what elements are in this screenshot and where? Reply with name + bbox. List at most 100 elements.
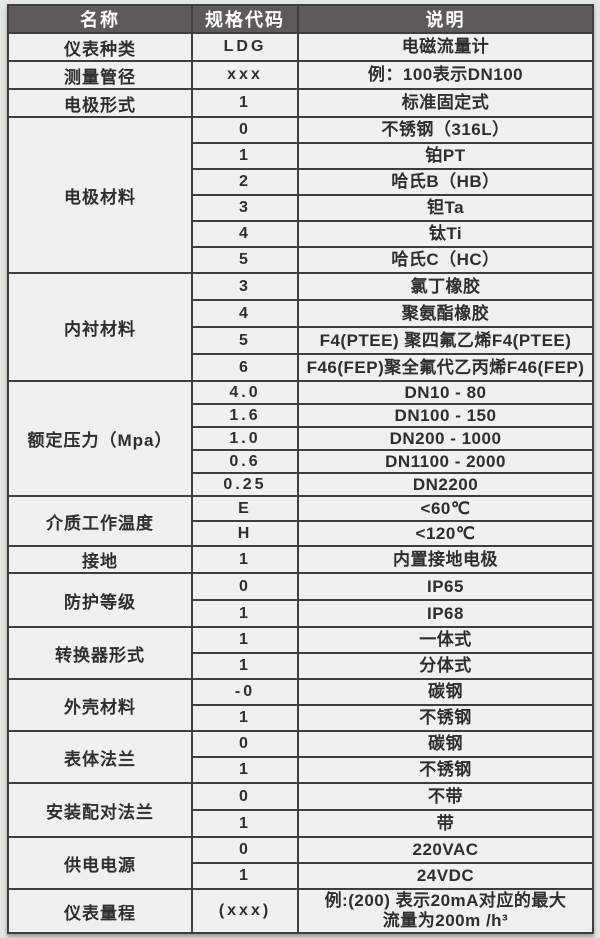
spec-code-cell: 5 <box>191 326 299 355</box>
spec-desc-line: 例:(200) 表示20mA对应的最大 <box>324 891 567 910</box>
spec-name-cell: 外壳材料 <box>7 678 193 732</box>
spec-desc-cell: 220VAC <box>297 836 594 864</box>
spec-code-cell: 0 <box>191 836 299 864</box>
spec-desc-cell: <60℃ <box>297 495 594 522</box>
table-row: 外壳材料 -0 碳钢 <box>7 678 594 732</box>
table-row: 4 钛Ti <box>8 220 594 248</box>
header-row: 名称 规格代码 说明 <box>7 4 594 34</box>
spec-code-cell: LDG <box>191 32 299 62</box>
spec-desc-line: 内置接地电极 <box>393 549 498 569</box>
spec-desc-line: 带 <box>436 813 455 833</box>
spec-desc-line: IP68 <box>427 603 464 623</box>
spec-desc-cell: 内置接地电极 <box>297 545 594 574</box>
table-row: 1.6 DN100 - 150 <box>8 403 594 428</box>
spec-desc-cell: 哈氏C（HC） <box>297 246 594 274</box>
table-row: 3 钽Ta <box>8 194 594 222</box>
spec-code-cell: 3 <box>191 194 299 222</box>
table-row: 0.6 DN1100 - 2000 <box>8 449 594 474</box>
spec-desc-cell: 分体式 <box>297 652 594 680</box>
table-row: 1 24VDC <box>8 862 594 890</box>
spec-desc-line: 不带 <box>428 786 463 806</box>
spec-desc-cell: 碳钢 <box>297 678 594 706</box>
spec-desc-cell: 不带 <box>297 782 594 811</box>
column-header-desc: 说明 <box>297 4 594 34</box>
spec-desc-line: 聚氨酯橡胶 <box>401 303 490 323</box>
spec-code-cell: 1 <box>191 862 299 890</box>
spec-name-cell: 仪表种类 <box>7 32 193 62</box>
spec-code-cell: 0 <box>191 730 299 758</box>
spec-desc-cell: DN200 - 1000 <box>297 426 594 451</box>
spec-desc-cell: 钛Ti <box>297 220 594 248</box>
spec-desc-cell: IP68 <box>297 599 594 628</box>
spec-desc-cell: 标准固定式 <box>297 88 594 118</box>
spec-desc-cell: DN10 - 80 <box>297 380 594 405</box>
spec-code-cell: -0 <box>191 678 299 706</box>
spec-desc-cell: 例：100表示DN100 <box>297 60 594 90</box>
spec-desc-line: 电磁流量计 <box>401 37 490 56</box>
spec-name-cell: 接地 <box>7 545 193 574</box>
spec-desc-cell: F46(FEP)聚全氟代乙丙烯F46(FEP) <box>297 353 594 382</box>
table-row: 0.25 DN2200 <box>8 472 594 497</box>
spec-desc-line: 不锈钢（316L） <box>381 120 510 139</box>
spec-code-cell: 4 <box>191 299 299 328</box>
spec-desc-cell: 不锈钢 <box>297 756 594 784</box>
table-row: 电极形式 1 标准固定式 <box>7 88 594 118</box>
spec-desc-line: DN100 - 150 <box>394 405 497 425</box>
table-row: 仪表量程 (xxx) 例:(200) 表示20mA对应的最大 流量为200m /h³ <box>7 888 594 934</box>
spec-desc-line: DN10 - 80 <box>404 382 487 402</box>
spec-code-cell: 1 <box>191 599 299 628</box>
spec-code-cell: 1.0 <box>191 426 299 451</box>
spec-code-cell: 1 <box>191 142 299 170</box>
spec-code-cell: 0.25 <box>191 472 299 497</box>
spec-desc-line: <60℃ <box>420 498 471 518</box>
spec-code-cell: 1 <box>191 545 299 574</box>
spec-desc-cell: 铂PT <box>297 142 594 170</box>
spec-desc-line: 哈氏B（HB） <box>391 172 500 191</box>
spec-desc-line: 24VDC <box>416 866 475 885</box>
spec-code-cell: E <box>191 495 299 522</box>
spec-code-cell: 1.6 <box>191 403 299 428</box>
spec-desc-cell: DN100 - 150 <box>297 403 594 428</box>
table-row: H <120℃ <box>8 520 594 547</box>
column-header-name: 名称 <box>7 4 193 34</box>
spec-desc-cell: IP65 <box>297 572 594 601</box>
spec-desc-line: 碳钢 <box>428 682 463 701</box>
spec-code-cell: 5 <box>191 246 299 274</box>
spec-desc-cell: 例:(200) 表示20mA对应的最大 流量为200m /h³ <box>297 888 594 934</box>
spec-code-cell: 0 <box>191 572 299 601</box>
spec-name-cell: 供电电源 <box>7 836 193 890</box>
spec-desc-cell: 氯丁橡胶 <box>297 272 594 301</box>
spec-desc-line: 不锈钢 <box>419 760 472 779</box>
table-row: 供电电源 0 220VAC <box>7 836 594 890</box>
spec-code-cell: 3 <box>191 272 299 301</box>
spec-name-cell: 介质工作温度 <box>7 495 193 547</box>
spec-desc-line: 标准固定式 <box>401 93 490 112</box>
table-row: 安装配对法兰 0 不带 <box>7 782 594 838</box>
spec-name-cell: 内衬材料 <box>7 272 193 382</box>
spec-desc-line: 例：100表示DN100 <box>367 65 524 84</box>
table-row: 5 哈氏C（HC） <box>8 246 594 274</box>
spec-desc-cell: 一体式 <box>297 626 594 654</box>
spec-desc-cell: 聚氨酯橡胶 <box>297 299 594 328</box>
spec-desc-line: 220VAC <box>412 840 479 859</box>
table-row: 仪表种类 LDG 电磁流量计 <box>7 32 594 62</box>
table-row: 介质工作温度 E <60℃ <box>7 495 594 547</box>
spec-desc-line: DN200 - 1000 <box>389 428 502 448</box>
spec-desc-cell: 带 <box>297 809 594 838</box>
spec-name-cell: 电极材料 <box>7 116 193 274</box>
spec-code-cell: 4.0 <box>191 380 299 405</box>
spec-code-cell: 6 <box>191 353 299 382</box>
table-row: 内衬材料 3 氯丁橡胶 <box>7 272 594 382</box>
spec-desc-line: F4(PTEE) 聚四氟乙烯F4(PTEE) <box>319 330 572 350</box>
spec-name-cell: 测量管径 <box>7 60 193 90</box>
table-row: 表体法兰 0 碳钢 <box>7 730 594 784</box>
table-row: 测量管径 xxx 例：100表示DN100 <box>7 60 594 90</box>
spec-code-cell: H <box>191 520 299 547</box>
spec-desc-cell: 钽Ta <box>297 194 594 222</box>
spec-desc-line: 钛Ti <box>428 224 463 243</box>
spec-name-cell: 表体法兰 <box>7 730 193 784</box>
spec-desc-cell: <120℃ <box>297 520 594 547</box>
table-row: 4 聚氨酯橡胶 <box>8 299 594 328</box>
